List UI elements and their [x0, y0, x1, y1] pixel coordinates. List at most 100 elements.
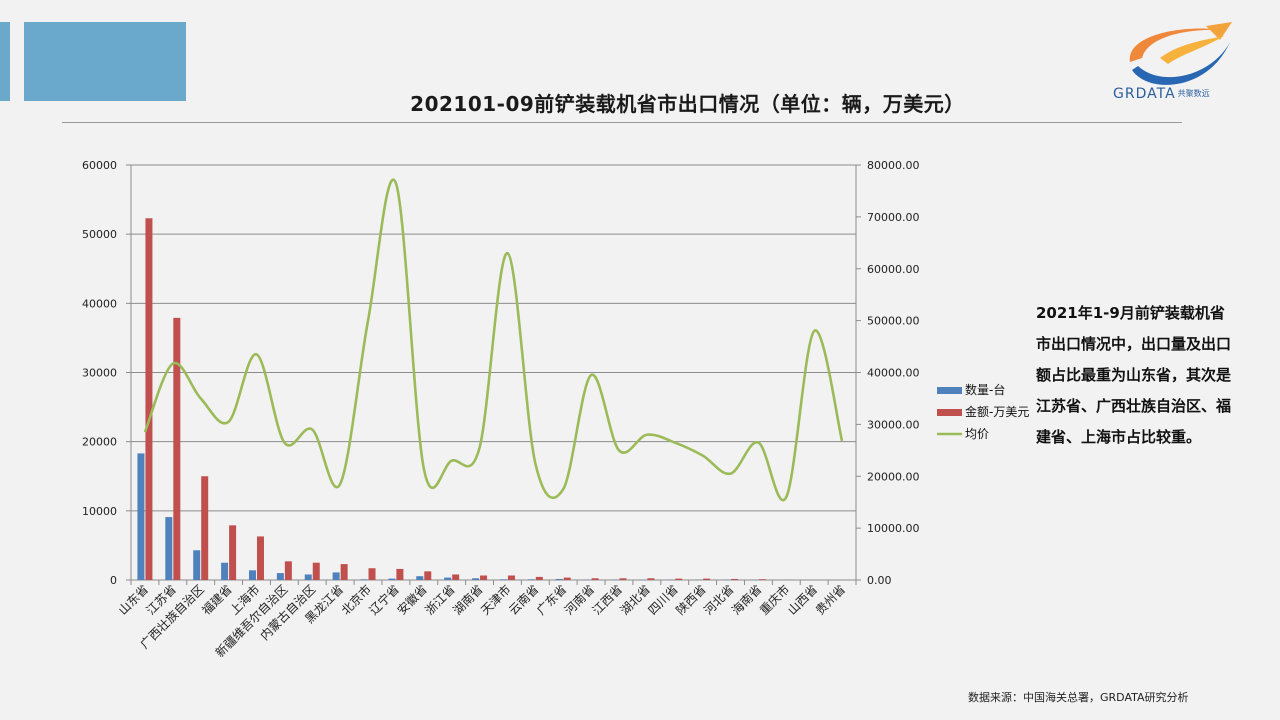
logo-wordmark: GRDATA 共聚数远 — [1113, 86, 1210, 102]
bar-amount — [452, 574, 460, 580]
logo-swoosh-inner — [1160, 36, 1224, 64]
bar-quantity — [472, 578, 480, 580]
description-text: 2021年1-9月前铲装载机省市出口情况中，出口量及出口额占比最重为山东省，其次… — [1036, 304, 1232, 446]
x-tick-label: 辽宁省 — [366, 582, 402, 618]
logo-arrow — [1206, 22, 1232, 40]
title-divider — [62, 122, 1182, 123]
y-right-tick-label: 10000.00 — [867, 522, 920, 535]
y-right-tick-label: 70000.00 — [867, 211, 920, 224]
bar-amount — [535, 576, 543, 580]
logo-swoosh-orange — [1129, 28, 1226, 62]
x-tick-label: 贵州省 — [813, 582, 848, 617]
x-tick-label: 安徽省 — [394, 582, 430, 618]
bar-quantity — [388, 578, 396, 580]
bar-amount — [424, 571, 432, 580]
bar-quantity — [193, 550, 201, 580]
chart-gridlines — [131, 164, 856, 581]
data-source: 数据来源：中国海关总署，GRDATA研究分析 — [968, 691, 1189, 704]
x-tick-label: 广东省 — [534, 582, 569, 617]
y-left-tick-label: 60000 — [82, 159, 117, 172]
logo-text: GRDATA — [1113, 86, 1176, 102]
x-tick-label: 湖南省 — [450, 582, 486, 618]
y-right-tick-label: 60000.00 — [867, 263, 920, 276]
bar-amount — [507, 575, 515, 580]
x-tick-label: 浙江省 — [422, 582, 457, 617]
bar-quantity — [527, 579, 535, 580]
x-tick-label: 湖北省 — [617, 582, 653, 618]
y-left-tick-label: 30000 — [82, 367, 117, 380]
chart-line — [143, 178, 844, 502]
x-tick-label: 天津市 — [477, 582, 513, 618]
bar-quantity — [165, 517, 173, 580]
bar-amount — [731, 578, 739, 580]
bar-amount — [396, 568, 404, 580]
y-left-tick-label: 50000 — [82, 228, 117, 241]
y-right-tick-label: 40000.00 — [867, 367, 920, 380]
bar-amount — [312, 562, 320, 580]
bar-quantity — [221, 562, 229, 580]
y-right-tick-label: 20000.00 — [867, 470, 920, 483]
legend-label-amount: 金额-万美元 — [965, 404, 1029, 419]
legend-label-avg-price: 均价 — [965, 427, 989, 441]
bar-amount — [201, 476, 209, 580]
bar-amount — [619, 578, 627, 580]
bar-amount — [368, 568, 376, 580]
export-chart: 0 10000 20000 30000 40000 50000 60000 0.00 10000… — [82, 159, 1029, 660]
bar-amount — [256, 536, 264, 580]
x-tick-label: 福建省 — [199, 582, 235, 618]
x-tick-label: 陕西省 — [673, 582, 709, 618]
bar-amount — [675, 578, 683, 580]
bar-quantity — [276, 573, 284, 580]
bar-quantity — [416, 576, 424, 580]
y-right-tick-label: 50000.00 — [867, 315, 920, 328]
x-tick-label: 四川省 — [646, 582, 681, 617]
x-tick-label: 山东省 — [116, 582, 151, 617]
bar-amount — [563, 577, 571, 580]
bar-quantity — [332, 572, 340, 580]
y-right-tick-label: 0.00 — [867, 574, 892, 587]
y-left-tick-label: 40000 — [82, 297, 117, 310]
bar-quantity — [444, 577, 452, 580]
legend-label-quantity: 数量-台 — [965, 382, 1005, 397]
bar-amount — [647, 578, 655, 580]
logo-swoosh-blue — [1132, 42, 1230, 85]
bar-amount — [284, 561, 292, 580]
y-left-tick-label: 0 — [110, 574, 117, 587]
x-tick-label: 河南省 — [561, 582, 597, 618]
y-right-tick-label: 80000.00 — [867, 159, 920, 172]
accent-bar-block — [24, 22, 186, 101]
slide-title: 202101-09前铲装载机省市出口情况（单位：辆，万美元） — [410, 92, 965, 116]
y-right-tick-label: 30000.00 — [867, 418, 920, 431]
x-tick-label: 重庆市 — [756, 582, 792, 618]
x-tick-label: 江西省 — [590, 582, 625, 617]
y-left-tick-label: 10000 — [82, 505, 117, 518]
bar-amount — [703, 578, 711, 580]
bar-quantity — [248, 570, 256, 580]
grdata-logo — [1129, 22, 1232, 85]
y-left-tick-label: 20000 — [82, 436, 117, 449]
logo-subtext: 共聚数远 — [1177, 89, 1210, 98]
bar-amount — [340, 564, 348, 580]
bar-amount — [591, 578, 599, 580]
x-tick-label: 北京市 — [338, 582, 374, 618]
bar-amount — [480, 575, 488, 580]
chart-bars — [137, 218, 850, 580]
bar-amount — [145, 218, 153, 580]
bar-quantity — [304, 574, 312, 580]
bar-quantity — [499, 579, 507, 580]
x-tick-label: 山西省 — [785, 582, 820, 617]
bar-amount — [173, 317, 181, 580]
line-avg-price — [143, 178, 844, 502]
bar-amount — [758, 579, 766, 580]
x-tick-label: 海南省 — [728, 582, 764, 618]
bar-quantity — [555, 578, 563, 580]
bar-quantity — [360, 579, 368, 580]
bar-quantity — [137, 453, 145, 580]
x-tick-label: 河北省 — [701, 582, 736, 617]
bar-amount — [229, 525, 237, 580]
legend-swatch-quantity — [937, 387, 962, 394]
accent-bar-thin — [0, 22, 10, 101]
x-tick-label: 云南省 — [505, 582, 541, 618]
legend-swatch-amount — [937, 409, 962, 416]
